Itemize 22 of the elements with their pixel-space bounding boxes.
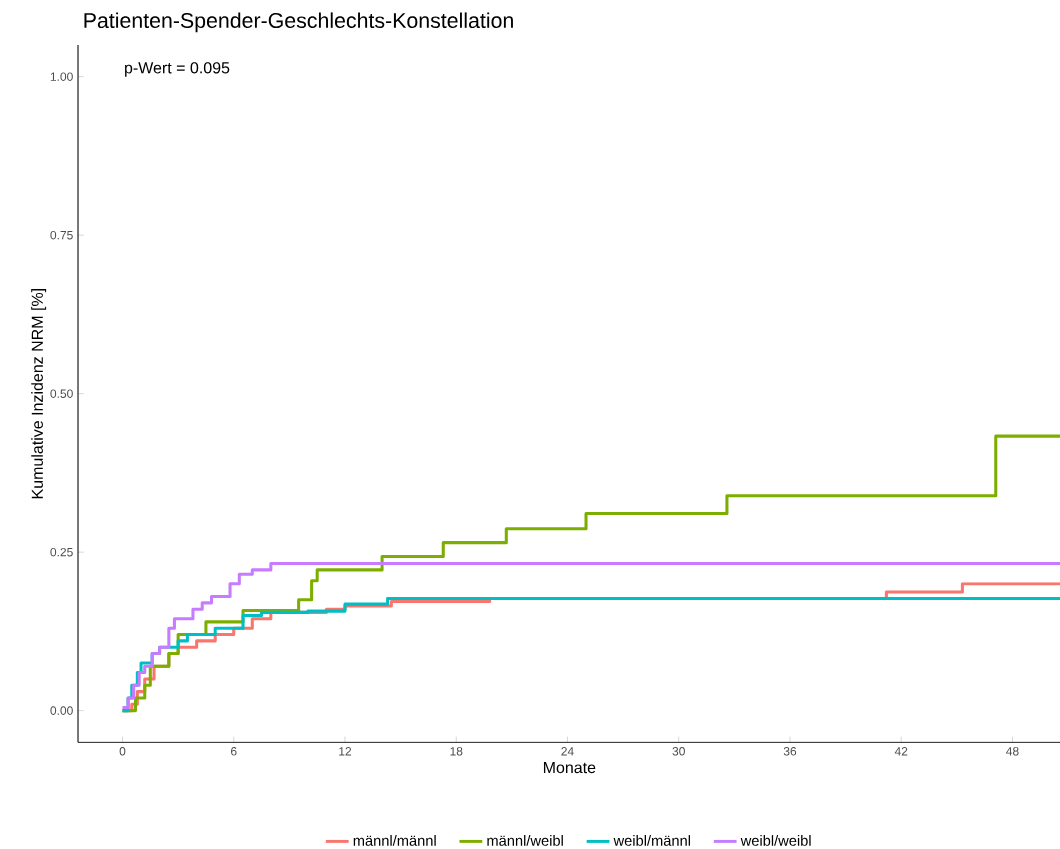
y-tick-label: 0.50 (50, 389, 73, 398)
y-tick-label: 0.75 (50, 230, 73, 240)
y-tick-label: 1.00 (50, 72, 73, 81)
annotation: p-Wert = 0.095 (125, 62, 230, 77)
x-tick-label: 36 (783, 747, 797, 756)
x-tick-label: 12 (339, 747, 352, 756)
x-tick-label: 30 (672, 747, 685, 756)
x-tick-label: 6 (231, 747, 237, 756)
x-tick-label: 0 (119, 747, 126, 756)
y-tick-label: 0.00 (50, 706, 73, 715)
chart-title: Patienten-Spender-Geschlechts-Konstellation (84, 12, 513, 33)
legend-label: weibl/weibl (740, 835, 811, 846)
x-tick-label: 24 (561, 747, 574, 756)
y-axis-title: Kumulative Inzidenz NRM [%] (31, 289, 47, 499)
x-tick-label: 18 (450, 747, 463, 756)
x-tick-label: 42 (894, 747, 908, 756)
y-tick-label: 0.25 (50, 547, 73, 557)
legend-label: männl/männl (353, 835, 436, 846)
x-tick-label: 48 (1006, 747, 1019, 756)
legend-label: weibl/männl (613, 835, 690, 846)
x-axis-title: Monate (543, 762, 596, 774)
legend-label: männl/weibl (487, 835, 563, 846)
